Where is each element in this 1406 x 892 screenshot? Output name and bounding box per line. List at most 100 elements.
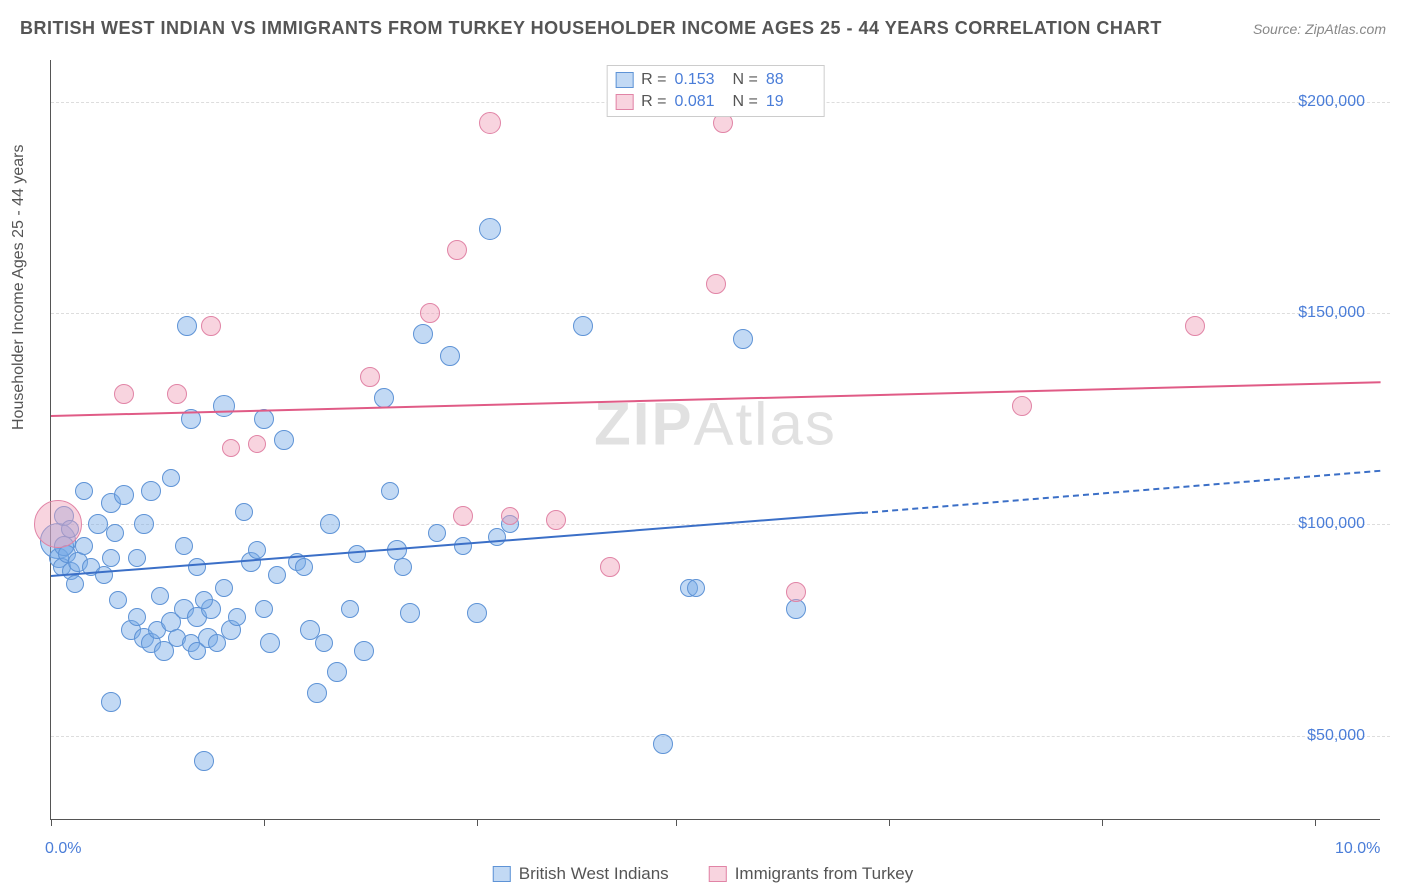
scatter-point bbox=[653, 734, 673, 754]
scatter-point bbox=[440, 346, 460, 366]
scatter-point bbox=[188, 558, 206, 576]
series-legend: British West Indians Immigrants from Turk… bbox=[493, 864, 913, 884]
xtick bbox=[676, 819, 677, 826]
scatter-point bbox=[453, 506, 473, 526]
scatter-point bbox=[248, 541, 266, 559]
scatter-point bbox=[101, 692, 121, 712]
scatter-point bbox=[34, 500, 82, 548]
scatter-point bbox=[151, 587, 169, 605]
scatter-point bbox=[175, 537, 193, 555]
r-value: 0.153 bbox=[675, 69, 725, 91]
scatter-point bbox=[467, 603, 487, 623]
scatter-point bbox=[315, 634, 333, 652]
xtick-label-right: 10.0% bbox=[1335, 840, 1380, 858]
scatter-point bbox=[201, 316, 221, 336]
legend-label: Immigrants from Turkey bbox=[735, 864, 914, 884]
ytick-label: $150,000 bbox=[1298, 304, 1365, 322]
scatter-point bbox=[295, 558, 313, 576]
scatter-point bbox=[66, 575, 84, 593]
scatter-point bbox=[114, 384, 134, 404]
scatter-point bbox=[128, 549, 146, 567]
scatter-point bbox=[307, 683, 327, 703]
xtick bbox=[477, 819, 478, 826]
scatter-point bbox=[479, 112, 501, 134]
scatter-point bbox=[213, 395, 235, 417]
scatter-point bbox=[501, 507, 519, 525]
scatter-point bbox=[786, 582, 806, 602]
legend-swatch bbox=[615, 72, 633, 88]
legend-swatch bbox=[709, 866, 727, 882]
r-label: R = bbox=[641, 91, 666, 113]
scatter-point bbox=[109, 591, 127, 609]
scatter-point bbox=[106, 524, 124, 542]
scatter-point bbox=[348, 545, 366, 563]
scatter-point bbox=[341, 600, 359, 618]
scatter-point bbox=[141, 481, 161, 501]
gridline-h bbox=[51, 313, 1390, 314]
n-value: 19 bbox=[766, 91, 816, 113]
scatter-point bbox=[248, 435, 266, 453]
chart-title: BRITISH WEST INDIAN VS IMMIGRANTS FROM T… bbox=[20, 18, 1162, 39]
xtick bbox=[1315, 819, 1316, 826]
title-bar: BRITISH WEST INDIAN VS IMMIGRANTS FROM T… bbox=[20, 18, 1386, 39]
ytick-label: $100,000 bbox=[1298, 515, 1365, 533]
ytick-label: $200,000 bbox=[1298, 93, 1365, 111]
scatter-point bbox=[75, 537, 93, 555]
scatter-point bbox=[268, 566, 286, 584]
scatter-point bbox=[454, 537, 472, 555]
n-label: N = bbox=[733, 69, 758, 91]
gridline-h bbox=[51, 736, 1390, 737]
scatter-point bbox=[573, 316, 593, 336]
stat-legend-row: R = 0.081 N = 19 bbox=[615, 91, 816, 113]
legend-swatch bbox=[615, 94, 633, 110]
regression-line bbox=[51, 381, 1381, 417]
scatter-point bbox=[254, 409, 274, 429]
scatter-point bbox=[114, 485, 134, 505]
scatter-point bbox=[733, 329, 753, 349]
legend-item: Immigrants from Turkey bbox=[709, 864, 914, 884]
scatter-point bbox=[428, 524, 446, 542]
r-label: R = bbox=[641, 69, 666, 91]
scatter-point bbox=[195, 591, 213, 609]
watermark-thin: Atlas bbox=[693, 391, 836, 458]
scatter-point bbox=[706, 274, 726, 294]
scatter-point bbox=[374, 388, 394, 408]
scatter-point bbox=[260, 633, 280, 653]
scatter-point bbox=[95, 566, 113, 584]
scatter-point bbox=[479, 218, 501, 240]
scatter-point bbox=[400, 603, 420, 623]
scatter-point bbox=[134, 514, 154, 534]
stat-legend: R = 0.153 N = 88 R = 0.081 N = 19 bbox=[606, 65, 825, 117]
scatter-point bbox=[447, 240, 467, 260]
scatter-point bbox=[687, 579, 705, 597]
scatter-point bbox=[320, 514, 340, 534]
legend-item: British West Indians bbox=[493, 864, 669, 884]
scatter-point bbox=[274, 430, 294, 450]
source-label: Source: ZipAtlas.com bbox=[1253, 21, 1386, 37]
scatter-point bbox=[394, 558, 412, 576]
ytick-label: $50,000 bbox=[1307, 727, 1365, 745]
scatter-point bbox=[177, 316, 197, 336]
scatter-point bbox=[381, 482, 399, 500]
scatter-point bbox=[167, 384, 187, 404]
xtick bbox=[889, 819, 890, 826]
r-value: 0.081 bbox=[675, 91, 725, 113]
scatter-point bbox=[194, 751, 214, 771]
scatter-point bbox=[327, 662, 347, 682]
scatter-point bbox=[546, 510, 566, 530]
scatter-point bbox=[420, 303, 440, 323]
n-value: 88 bbox=[766, 69, 816, 91]
scatter-point bbox=[235, 503, 253, 521]
xtick-label-left: 0.0% bbox=[45, 840, 81, 858]
scatter-point bbox=[360, 367, 380, 387]
regression-line bbox=[862, 470, 1381, 514]
xtick bbox=[51, 819, 52, 826]
scatter-point bbox=[75, 482, 93, 500]
scatter-point bbox=[354, 641, 374, 661]
xtick bbox=[264, 819, 265, 826]
legend-label: British West Indians bbox=[519, 864, 669, 884]
n-label: N = bbox=[733, 91, 758, 113]
scatter-point bbox=[102, 549, 120, 567]
legend-swatch bbox=[493, 866, 511, 882]
scatter-point bbox=[255, 600, 273, 618]
